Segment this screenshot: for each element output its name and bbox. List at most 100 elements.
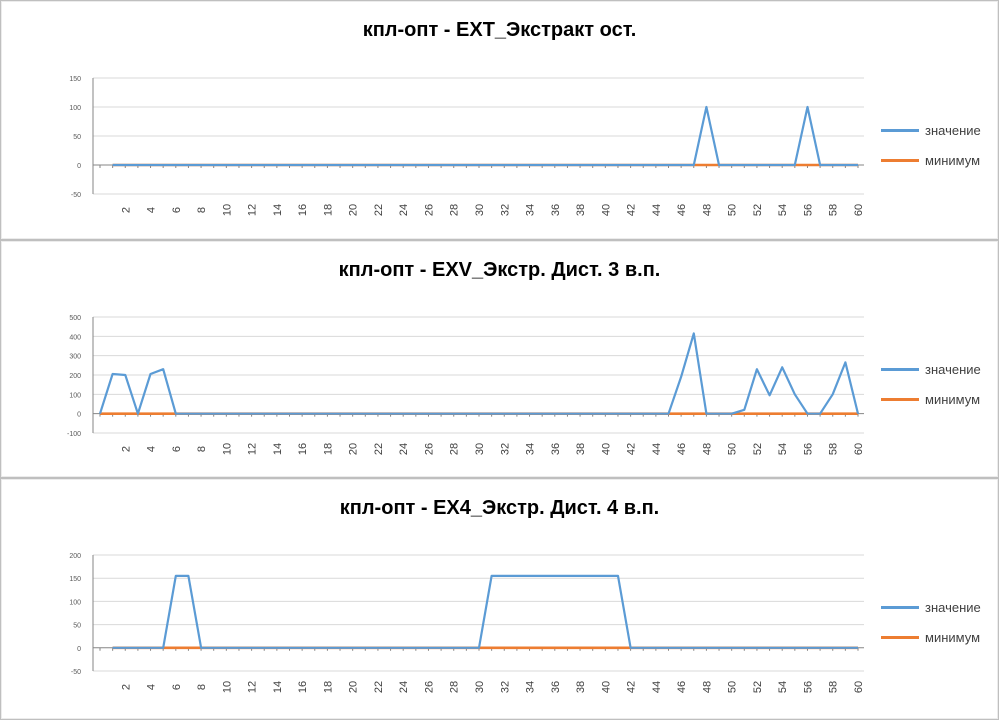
x-tick-label: 2 [120, 684, 132, 690]
x-tick-label: 58 [828, 204, 840, 216]
x-tick-label: 50 [727, 443, 739, 455]
legend-item: минимум [881, 622, 981, 652]
x-tick-label: 26 [423, 204, 435, 216]
y-tick-label: -50 [71, 192, 81, 199]
y-tick-label: 100 [69, 105, 81, 112]
y-tick-label: 300 [69, 354, 81, 361]
x-tick-label: 42 [626, 443, 638, 455]
x-tick-label: 2 [120, 446, 132, 452]
x-tick-label: 60 [853, 443, 865, 455]
y-tick-label: 150 [69, 576, 81, 583]
x-tick-label: 46 [676, 204, 688, 216]
x-tick-label: 28 [449, 443, 461, 455]
x-tick-label: 22 [373, 204, 385, 216]
x-tick-label: 56 [802, 443, 814, 455]
x-tick-label: 50 [727, 681, 739, 693]
y-tick-label: 400 [69, 334, 81, 341]
x-tick-label: 30 [474, 443, 486, 455]
legend-label: минимум [925, 152, 981, 168]
x-tick-label: 26 [423, 443, 435, 455]
x-tick-label: 44 [651, 681, 663, 693]
legend-item: минимум [881, 384, 981, 414]
x-tick-label: 22 [373, 443, 385, 455]
legend-label: значение [925, 122, 981, 138]
x-tick-label: 6 [171, 684, 183, 690]
x-tick-label: 26 [423, 681, 435, 693]
legend-item: значение [881, 354, 981, 384]
x-tick-label: 6 [171, 207, 183, 213]
x-tick-label: 12 [247, 681, 259, 693]
legend-label: значение [925, 361, 981, 377]
x-tick-label: 14 [272, 204, 284, 216]
legend-swatch [881, 158, 919, 162]
x-tick-label: 34 [525, 204, 537, 216]
x-tick-label: 52 [752, 204, 764, 216]
legend-label: значение [925, 599, 981, 615]
x-tick-label: 8 [196, 446, 208, 452]
x-tick-label: 52 [752, 443, 764, 455]
x-tick-label: 24 [398, 204, 410, 216]
x-tick-label: 14 [272, 443, 284, 455]
series-line-value [112, 105, 858, 167]
chart-title: кпл-опт - EXT_Экстракт ост. [362, 19, 637, 41]
x-tick-label: 16 [297, 681, 309, 693]
x-tick-label: 20 [348, 204, 360, 216]
legend-item: значение [881, 115, 981, 145]
x-tick-label: 32 [499, 443, 511, 455]
x-tick-label: 36 [550, 204, 562, 216]
x-tick-label: 40 [600, 681, 612, 693]
x-tick-label: 42 [626, 204, 638, 216]
x-tick-label: 60 [853, 204, 865, 216]
y-tick-label: 200 [69, 553, 81, 560]
x-tick-label: 34 [525, 443, 537, 455]
x-tick-label: 16 [297, 204, 309, 216]
x-tick-label: 46 [676, 443, 688, 455]
legend-item: значение [881, 592, 981, 622]
x-tick-label: 24 [398, 681, 410, 693]
x-tick-label: 40 [600, 443, 612, 455]
x-tick-label: 18 [322, 204, 334, 216]
y-tick-label: -50 [71, 669, 81, 676]
x-tick-label: 8 [196, 684, 208, 690]
x-tick-label: 18 [322, 681, 334, 693]
x-tick-label: 58 [828, 681, 840, 693]
x-tick-label: 42 [626, 681, 638, 693]
x-tick-label: 6 [171, 446, 183, 452]
x-tick-label: 54 [777, 443, 789, 455]
legend-swatch [881, 367, 919, 371]
chart-title: кпл-опт - EXV_Экстр. Дист. 3 в.п. [338, 259, 661, 281]
x-tick-label: 8 [196, 207, 208, 213]
x-tick-label: 44 [651, 204, 663, 216]
x-tick-label: 14 [272, 681, 284, 693]
x-tick-label: 50 [727, 204, 739, 216]
x-tick-label: 58 [828, 443, 840, 455]
chart-panel: кпл-опт - EX4_Экстр. Дист. 4 в.п. 200 150 1… [0, 478, 999, 720]
x-tick-label: 56 [802, 681, 814, 693]
x-tick-label: 48 [701, 204, 713, 216]
y-tick-label: 150 [69, 76, 81, 83]
x-tick-label: 32 [499, 681, 511, 693]
series-line-value [112, 574, 858, 649]
legend-swatch [881, 397, 919, 401]
legend-swatch [881, 128, 919, 132]
chart-panel: кпл-опт - EXV_Экстр. Дист. 3 в.п. 500 400 3… [0, 240, 999, 478]
x-tick-label: 16 [297, 443, 309, 455]
chart-legend: значение минимум [881, 592, 981, 652]
x-tick-label: 38 [575, 204, 587, 216]
x-tick-label: 38 [575, 681, 587, 693]
y-tick-label: 500 [69, 315, 81, 322]
chart-panel: кпл-опт - EXT_Экстракт ост. 150 100 50 0 -50 2… [0, 0, 999, 240]
x-tick-label: 38 [575, 443, 587, 455]
x-tick-label: 4 [146, 446, 158, 452]
y-tick-label: 50 [73, 623, 81, 630]
x-tick-label: 2 [120, 207, 132, 213]
y-tick-label: 0 [77, 412, 81, 419]
legend-swatch [881, 605, 919, 609]
x-tick-label: 12 [247, 443, 259, 455]
x-tick-label: 32 [499, 204, 511, 216]
x-tick-label: 54 [777, 204, 789, 216]
chart-legend: значение минимум [881, 354, 981, 414]
